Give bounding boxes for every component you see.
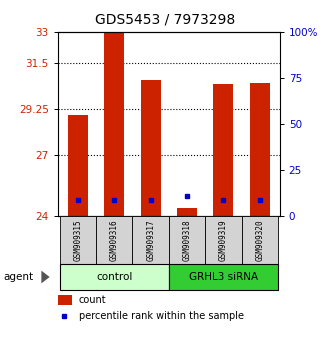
Bar [58, 295, 72, 305]
Text: count: count [78, 295, 106, 305]
Text: percentile rank within the sample: percentile rank within the sample [78, 310, 244, 320]
Bar [177, 208, 197, 216]
Bar [169, 216, 205, 264]
Bar [104, 32, 124, 216]
Bar [68, 115, 88, 216]
Text: control: control [96, 272, 132, 282]
Text: agent: agent [3, 272, 33, 282]
Text: GRHL3 siRNA: GRHL3 siRNA [189, 272, 258, 282]
Bar [169, 264, 278, 290]
Bar [60, 216, 96, 264]
Bar [213, 84, 233, 216]
Text: GSM909318: GSM909318 [182, 219, 192, 261]
Text: GDS5453 / 7973298: GDS5453 / 7973298 [95, 12, 236, 27]
Text: GSM909316: GSM909316 [110, 219, 119, 261]
Text: GSM909319: GSM909319 [219, 219, 228, 261]
Bar [250, 83, 270, 216]
Bar [205, 216, 242, 264]
Bar [132, 216, 169, 264]
Bar [96, 216, 132, 264]
Bar [242, 216, 278, 264]
Text: GSM909320: GSM909320 [255, 219, 264, 261]
Bar [60, 264, 169, 290]
Text: GSM909315: GSM909315 [73, 219, 82, 261]
Bar [141, 80, 161, 216]
Text: GSM909317: GSM909317 [146, 219, 155, 261]
